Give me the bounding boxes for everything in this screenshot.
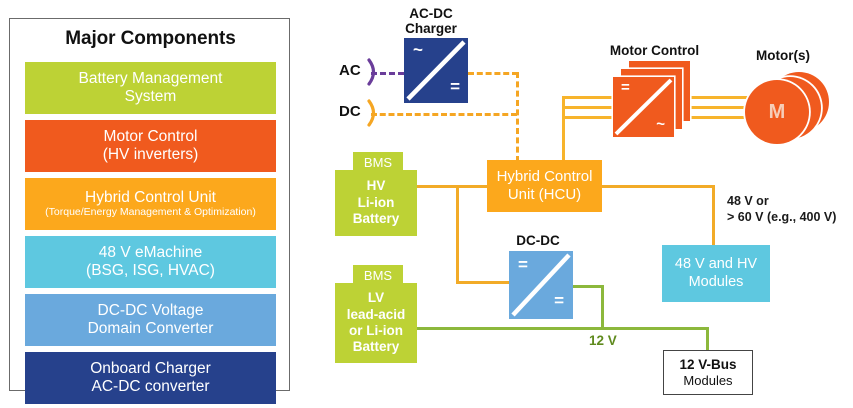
hv-voltage-label: 48 V or > 60 V (e.g., 400 V) xyxy=(727,194,836,225)
ac-dc-charger-block[interactable]: ~ = xyxy=(404,38,468,103)
motor-control-caption: Motor Control xyxy=(609,43,700,58)
motors-caption: Motor(s) xyxy=(756,48,810,63)
wire-dcdc-to-12v xyxy=(573,285,603,288)
legend-item-bms-line2: System xyxy=(124,88,177,105)
wire-inverter-dc-1 xyxy=(562,96,622,99)
legend-item-emachine-line2: (BSG, ISG, HVAC) xyxy=(86,262,215,279)
wire-hv-modules-riser xyxy=(712,185,715,247)
hv-battery-line2: Li-ion xyxy=(357,194,395,210)
lv-battery-line2: lead-acid xyxy=(346,306,406,322)
legend-item-motor-control: Motor Control (HV inverters) xyxy=(25,120,276,172)
legend-item-motor-control-line2: (HV inverters) xyxy=(102,146,199,163)
major-components-panel: Major Components Battery Management Syst… xyxy=(9,18,290,404)
wire-charger-output xyxy=(468,72,518,75)
legend-title: Major Components xyxy=(65,28,236,49)
ac-input-label: AC xyxy=(339,62,361,79)
hcu-line2: Unit (HCU) xyxy=(507,186,582,203)
lv-battery[interactable]: BMS LV lead-acid or Li-ion Battery xyxy=(335,265,417,363)
legend-item-onboard-charger-line1: Onboard Charger xyxy=(90,360,211,378)
ac-plug-icon xyxy=(367,58,376,86)
lv-voltage-label: 12 V xyxy=(589,333,617,348)
wire-hv-branch-to-dcdc xyxy=(456,281,510,284)
legend-item-hcu-line1: Hybrid Control Unit xyxy=(85,189,216,207)
legend-item-onboard-charger-line2: AC-DC converter xyxy=(91,378,210,395)
legend-item-dcdc-line1: DC-DC Voltage xyxy=(97,302,204,320)
lv-battery-bms-tab: BMS xyxy=(353,265,403,285)
inverter-front: = ~ xyxy=(613,77,674,137)
hv-battery-line3: Battery xyxy=(352,211,400,227)
wire-lv-battery-bus xyxy=(415,327,708,330)
hv-modules-line1: 48 V and HV xyxy=(674,256,758,273)
motor-control-stack[interactable]: = ~ xyxy=(613,61,693,139)
legend-item-emachine-line1: 48 V eMachine xyxy=(98,244,203,262)
legend-item-hcu: Hybrid Control Unit (Torque/Energy Manag… xyxy=(25,178,276,230)
hv-modules-line2: Modules xyxy=(688,273,744,290)
hv-voltage-line1: 48 V or xyxy=(727,194,769,208)
hv-battery-bms-tab: BMS xyxy=(353,152,403,172)
motor-letter: M xyxy=(768,100,786,123)
legend-item-motor-control-line1: Motor Control xyxy=(103,128,198,146)
dcdc-symbol-input: = xyxy=(518,255,528,274)
hv-voltage-line2: > 60 V (e.g., 400 V) xyxy=(727,209,837,224)
charger-symbol-ac: ~ xyxy=(413,40,423,59)
wire-charger-to-hcu xyxy=(516,72,519,162)
inverter-symbol-ac: ~ xyxy=(656,116,665,133)
wire-dc-input xyxy=(371,113,517,116)
wire-hv-branch-riser xyxy=(456,185,459,283)
hv-battery-line1: HV xyxy=(366,178,386,194)
wire-inverter-dc-riser xyxy=(562,96,565,162)
hv-battery[interactable]: BMS HV Li-ion Battery xyxy=(335,152,417,236)
wire-ac-input xyxy=(371,72,404,75)
inverter-symbol-dc: = xyxy=(621,79,630,96)
vbus-modules-block[interactable]: 12 V-Bus Modules xyxy=(663,350,753,395)
charger-caption-line2: Charger xyxy=(405,21,457,37)
vbus-modules-line2: Modules xyxy=(683,372,733,388)
hybrid-control-unit[interactable]: Hybrid Control Unit (HCU) xyxy=(487,160,602,212)
hv-battery-body: HV Li-ion Battery xyxy=(335,170,417,236)
wire-inverter-dc-3 xyxy=(562,116,622,119)
hcu-line1: Hybrid Control xyxy=(496,168,593,186)
wire-hv-battery-to-hcu xyxy=(415,185,488,188)
charger-caption: AC-DC Charger xyxy=(385,6,477,36)
dc-plug-icon xyxy=(367,99,376,127)
dcdc-caption: DC-DC xyxy=(516,233,560,248)
dc-dc-converter-block[interactable]: = = xyxy=(509,251,573,319)
wire-dcdc-12v-riser xyxy=(601,285,604,329)
motor-circle-1 xyxy=(745,80,809,144)
motors-stack[interactable]: M xyxy=(745,72,829,144)
dcdc-symbol-output: = xyxy=(554,291,564,310)
lv-battery-body: LV lead-acid or Li-ion Battery xyxy=(335,283,417,363)
hv-modules-block[interactable]: 48 V and HV Modules xyxy=(662,245,770,302)
legend-item-dcdc: DC-DC Voltage Domain Converter xyxy=(25,294,276,346)
vbus-modules-line1: 12 V-Bus xyxy=(679,356,737,372)
legend-item-onboard-charger: Onboard Charger AC-DC converter xyxy=(25,352,276,404)
charger-caption-line1: AC-DC xyxy=(409,6,453,21)
legend-item-bms: Battery Management System xyxy=(25,62,276,114)
lv-battery-line1: LV xyxy=(367,290,385,306)
legend-item-bms-line1: Battery Management xyxy=(78,70,223,88)
legend-item-emachine: 48 V eMachine (BSG, ISG, HVAC) xyxy=(25,236,276,288)
wire-12v-bus-drop xyxy=(706,327,709,352)
legend-item-dcdc-line2: Domain Converter xyxy=(87,320,214,337)
wire-hcu-to-hv-modules xyxy=(602,185,714,188)
dc-input-label: DC xyxy=(339,103,361,120)
charger-symbol-dc: = xyxy=(450,77,460,96)
lv-battery-line3: or Li-ion xyxy=(349,323,403,338)
legend-item-hcu-line2: (Torque/Energy Management & Optimization… xyxy=(45,205,256,218)
lv-battery-line4: Battery xyxy=(352,339,400,355)
wire-inverter-dc-2 xyxy=(562,106,622,109)
